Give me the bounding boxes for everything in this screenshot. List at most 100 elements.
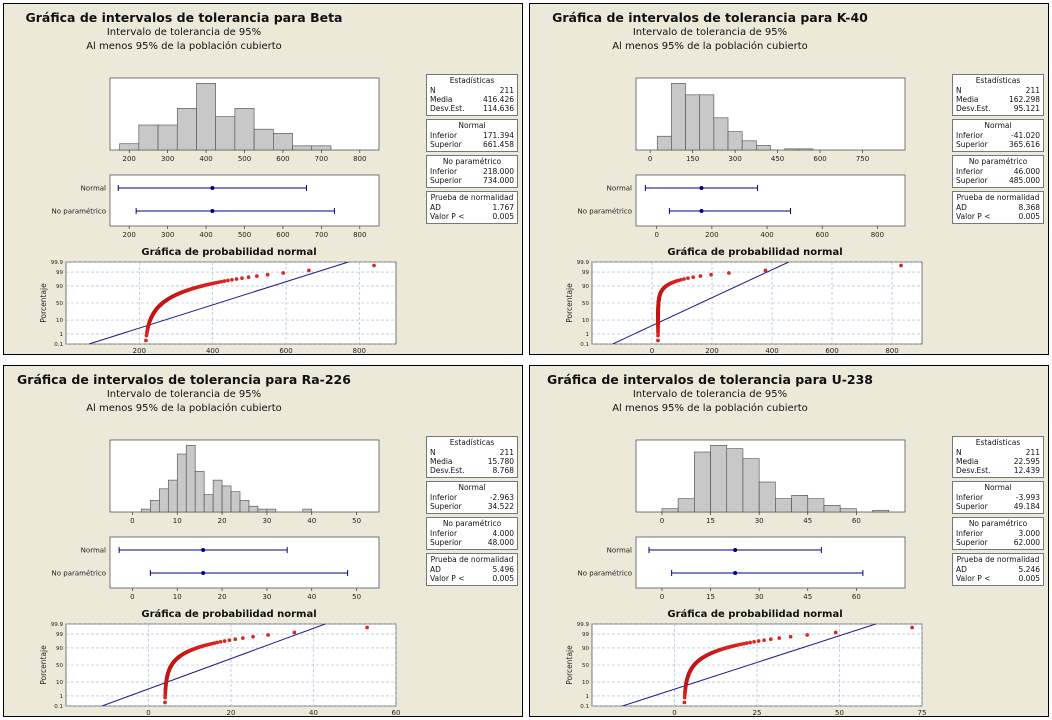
statistics-panel: Estadísticas N 211 Media 416.426 Desv.Est.… — [426, 74, 518, 227]
inferior-label: Inferior — [430, 167, 458, 176]
histogram-bar — [839, 508, 857, 513]
inferior-label: Inferior — [430, 131, 458, 140]
normal-superior-value: 661.458 — [482, 140, 514, 149]
data-point — [691, 275, 696, 280]
normal-inferior-value: -3.993 — [1015, 493, 1040, 502]
stats-header: Estadísticas — [449, 76, 495, 85]
y-tick-label: 1 — [586, 694, 590, 700]
panel-subtitle-2: Al menos 95% de la población cubierto — [86, 403, 282, 414]
x-tick-label: 25 — [753, 709, 762, 717]
x-tick-label: 40 — [309, 709, 318, 717]
x-tick-label: 200 — [705, 231, 718, 239]
x-tick-label: 15 — [706, 517, 715, 525]
data-point — [752, 639, 756, 644]
x-tick-label: 50 — [352, 593, 361, 601]
sd-label: Desv.Est. — [430, 104, 465, 113]
normal-interval-label: Normal — [607, 185, 632, 193]
x-tick-label: 600 — [276, 155, 289, 163]
y-axis-label: Porcentaje — [565, 645, 574, 685]
data-point — [218, 639, 223, 644]
histogram-bar — [756, 145, 771, 151]
histogram-bar — [699, 94, 715, 151]
data-point — [307, 268, 311, 273]
panel-subtitle-1: Intervalo de tolerancia de 95% — [106, 27, 262, 38]
y-tick-label: 99 — [56, 632, 63, 638]
sd-label: Desv.Est. — [430, 466, 465, 475]
y-tick-label: 0.1 — [54, 342, 63, 348]
histogram-bar — [784, 148, 800, 151]
ad-label: AD — [956, 203, 967, 212]
np-inferior-value: 4.000 — [492, 529, 514, 538]
data-point — [240, 276, 244, 281]
nonparametric-box: No paramétrico Inferior 46.000 Superior 48… — [952, 155, 1044, 188]
chart-svg-u238: 0 15 30 45 60 Normal No paramétrico 0 15 30 45 60 Gr… — [565, 439, 926, 717]
mean-value: 416.426 — [482, 95, 514, 104]
normal-box: Normal Inferior -41.020 Superior 365.616 — [952, 119, 1044, 152]
x-tick-label: 700 — [315, 155, 328, 163]
histogram-bar — [713, 117, 729, 151]
normal-reference-line — [612, 262, 789, 344]
normal-superior-value: 365.616 — [1008, 140, 1040, 149]
panel-title: Gráfica de intervalos de tolerancia para… — [547, 372, 873, 387]
nonparametric-mean-marker — [699, 209, 704, 213]
data-point — [219, 279, 224, 284]
data-point — [709, 272, 713, 277]
data-point — [788, 634, 793, 639]
panel-k40: Gráfica de intervalos de tolerancia para… — [529, 3, 1049, 355]
x-tick-label: 20 — [227, 709, 236, 717]
panel-beta: Gráfica de intervalos de tolerancia para… — [3, 3, 523, 355]
data-point — [777, 636, 782, 640]
histogram-bar — [150, 500, 160, 513]
mean-label: Media — [956, 95, 979, 104]
x-tick-label: 0 — [130, 517, 134, 525]
y-tick-label: 10 — [56, 318, 63, 324]
x-tick-label: 10 — [173, 593, 182, 601]
histogram-bar — [215, 116, 236, 151]
statistics-panel: Estadísticas N 211 Media 15.780 Desv.Est. 8… — [426, 436, 518, 589]
p-value: 0.005 — [492, 212, 514, 221]
y-tick-label: 50 — [582, 301, 589, 307]
inferior-label: Inferior — [430, 493, 458, 502]
normality-test-header: Prueba de normalidad — [956, 555, 1040, 564]
histogram-bar — [212, 479, 223, 513]
nonparametric-header: No paramétrico — [442, 157, 502, 166]
x-tick-label: 0 — [660, 517, 664, 525]
np-superior-value: 485.000 — [1008, 176, 1040, 185]
data-point — [682, 700, 687, 705]
y-tick-label: 99.9 — [577, 260, 590, 266]
histogram-bar — [266, 508, 277, 513]
data-point — [899, 263, 903, 268]
stats-header: Estadísticas — [975, 76, 1021, 85]
x-tick-label: 60 — [392, 709, 401, 717]
histogram-bar — [302, 508, 313, 513]
y-axis-label: Porcentaje — [565, 283, 574, 323]
histogram-bar — [239, 500, 250, 513]
histogram-bar — [273, 133, 293, 151]
histogram-bar — [685, 94, 701, 151]
x-tick-label: 300 — [728, 155, 741, 163]
y-tick-label: 90 — [56, 646, 63, 652]
stats-box: Estadísticas N 211 Media 416.426 Desv.Est.… — [426, 74, 518, 116]
x-tick-label: 800 — [885, 347, 898, 355]
histogram-bar — [176, 453, 187, 513]
data-point — [741, 641, 746, 646]
ad-value: 1.767 — [492, 203, 514, 212]
n-label: N — [430, 448, 436, 457]
normal-mean-marker — [699, 186, 704, 190]
data-point — [292, 630, 297, 635]
y-tick-label: 50 — [582, 663, 589, 669]
sd-label: Desv.Est. — [956, 466, 991, 475]
data-point — [215, 640, 220, 645]
panel-title: Gráfica de intervalos de tolerancia para… — [17, 372, 351, 387]
nonparametric-interval-label: No paramétrico — [578, 208, 632, 216]
y-tick-label: 90 — [582, 284, 589, 290]
superior-label: Superior — [956, 176, 988, 185]
mean-value: 162.298 — [1008, 95, 1040, 104]
normal-reference-line — [622, 624, 876, 706]
normal-reference-line — [101, 624, 326, 706]
y-tick-label: 99.9 — [51, 622, 64, 628]
x-tick-label: 400 — [760, 231, 773, 239]
panel-title: Gráfica de intervalos de tolerancia para… — [552, 10, 868, 25]
